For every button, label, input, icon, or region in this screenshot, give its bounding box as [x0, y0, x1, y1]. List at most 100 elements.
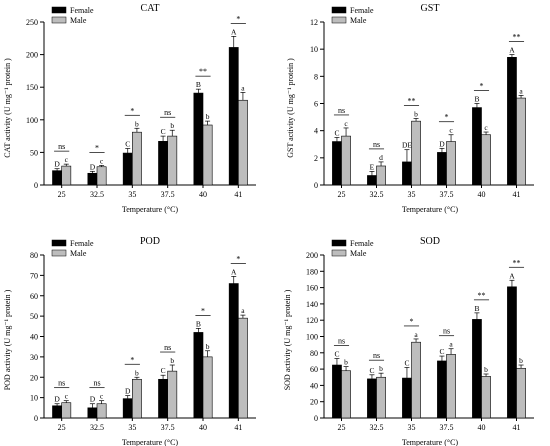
significance-letter: c — [100, 156, 104, 165]
y-tick-label: 30 — [30, 353, 38, 362]
bar-male — [411, 120, 421, 186]
legend-label-female: Female — [350, 6, 374, 15]
y-tick-label: 12 — [310, 18, 318, 27]
x-tick-label: 40 — [478, 190, 486, 199]
significance-label: ns — [373, 351, 380, 360]
legend-label-female: Female — [70, 239, 94, 248]
panel-pod: POD 0 10 20 30 40 50 60 70 80 POD activity (U mg⁻¹… — [3, 236, 256, 446]
y-tick-label: 100 — [26, 116, 38, 125]
significance-label: ns — [164, 108, 171, 117]
significance-letter: a — [519, 86, 523, 95]
x-tick-label: 41 — [513, 423, 521, 432]
y-tick-label: 80 — [310, 349, 318, 358]
significance-letter: A — [509, 271, 515, 280]
significance-letter: c — [449, 126, 453, 135]
bar-male — [238, 99, 248, 186]
significance-label: * — [236, 14, 240, 23]
bar-female — [122, 398, 133, 419]
x-tick-label: 37.5 — [440, 190, 454, 199]
x-axis-label: Temperature (°C) — [122, 205, 179, 214]
bar-female — [507, 286, 517, 419]
bar-male — [516, 97, 526, 186]
y-tick-label: 160 — [306, 284, 318, 293]
y-tick-label: 60 — [310, 365, 318, 374]
significance-letter: b — [519, 356, 523, 365]
legend-swatch-female — [331, 239, 347, 247]
legend-swatch-male — [51, 249, 67, 257]
panel-gst: GST 0 2 4 6 8 10 12 GST activity (U mg⁻¹ protein… — [286, 3, 534, 214]
bar-female — [158, 378, 168, 419]
bar-female — [472, 319, 482, 419]
bar-male — [376, 376, 386, 419]
x-tick-label: 32.5 — [370, 190, 384, 199]
y-tick-label: 0 — [314, 181, 318, 190]
significance-letter: c — [65, 392, 69, 401]
significance-label: ** — [408, 96, 416, 105]
y-tick-label: 80 — [30, 251, 38, 260]
significance-letter: A — [509, 46, 515, 55]
significance-letter: b — [135, 368, 139, 377]
y-tick-label: 2 — [314, 154, 318, 163]
chart-title: POD — [140, 236, 160, 247]
bar-male — [341, 135, 351, 186]
significance-label: * — [410, 317, 414, 326]
significance-letter: b — [206, 112, 210, 121]
y-tick-label: 180 — [306, 267, 318, 276]
legend-swatch-female — [51, 239, 67, 247]
x-tick-label: 25 — [338, 190, 346, 199]
bar-female — [87, 407, 98, 419]
bar-male — [341, 370, 351, 419]
significance-label: ** — [478, 291, 486, 300]
significance-letter: b — [414, 109, 418, 118]
x-tick-label: 41 — [234, 423, 242, 432]
bar-female — [193, 332, 204, 419]
y-tick-label: 140 — [306, 300, 318, 309]
legend-swatch-male — [331, 16, 347, 24]
bar-male — [167, 135, 178, 186]
significance-letter: b — [344, 358, 348, 367]
y-axis-label: GST activity (U mg⁻¹ protein ) — [286, 58, 295, 158]
y-tick-label: 120 — [306, 316, 318, 325]
significance-label: ns — [338, 106, 345, 115]
legend-swatch-female — [51, 6, 67, 14]
significance-letter: a — [449, 340, 453, 349]
x-axis-label: Temperature (°C) — [122, 438, 179, 446]
y-tick-label: 20 — [310, 398, 318, 407]
bar-male — [96, 166, 107, 186]
significance-letter: C — [161, 366, 166, 375]
significance-letter: C — [125, 139, 130, 148]
bar-male — [481, 376, 491, 419]
significance-letter: c — [484, 123, 488, 132]
x-tick-label: 32.5 — [90, 423, 104, 432]
significance-label: ** — [199, 67, 207, 76]
significance-letter: c — [100, 392, 104, 401]
y-axis-label: POD activity (U mg⁻¹ protein ) — [3, 289, 12, 390]
x-tick-label: 37.5 — [161, 190, 175, 199]
significance-label: ns — [93, 379, 100, 388]
panel-sod: SOD 0 20 40 60 80 100 120 140 160 180 200 SOD activi… — [283, 236, 534, 446]
significance-label: ns — [338, 337, 345, 346]
y-axis-label: CAT activity (U mg⁻¹ protein ) — [3, 58, 12, 158]
bar-male — [132, 378, 142, 419]
y-tick-label: 0 — [314, 414, 318, 423]
significance-letter: A — [231, 27, 237, 36]
bar-female — [158, 141, 168, 186]
bar-female — [87, 172, 98, 186]
y-tick-label: 60 — [30, 292, 38, 301]
significance-letter: C — [404, 358, 409, 367]
legend-label-male: Male — [70, 249, 87, 258]
x-tick-label: 40 — [478, 423, 486, 432]
y-tick-label: 8 — [314, 72, 318, 81]
y-tick-label: 40 — [310, 381, 318, 390]
x-tick-label: 35 — [408, 423, 416, 432]
legend-label-male: Male — [350, 249, 367, 258]
bar-female — [402, 377, 412, 419]
bar-male — [202, 124, 213, 186]
y-tick-label: 0 — [34, 181, 38, 190]
bar-male — [96, 403, 107, 419]
bar-female — [122, 152, 133, 186]
significance-letter: A — [231, 267, 237, 276]
legend-swatch-female — [331, 6, 347, 14]
significance-label: * — [236, 254, 240, 263]
bar-male — [446, 141, 456, 186]
